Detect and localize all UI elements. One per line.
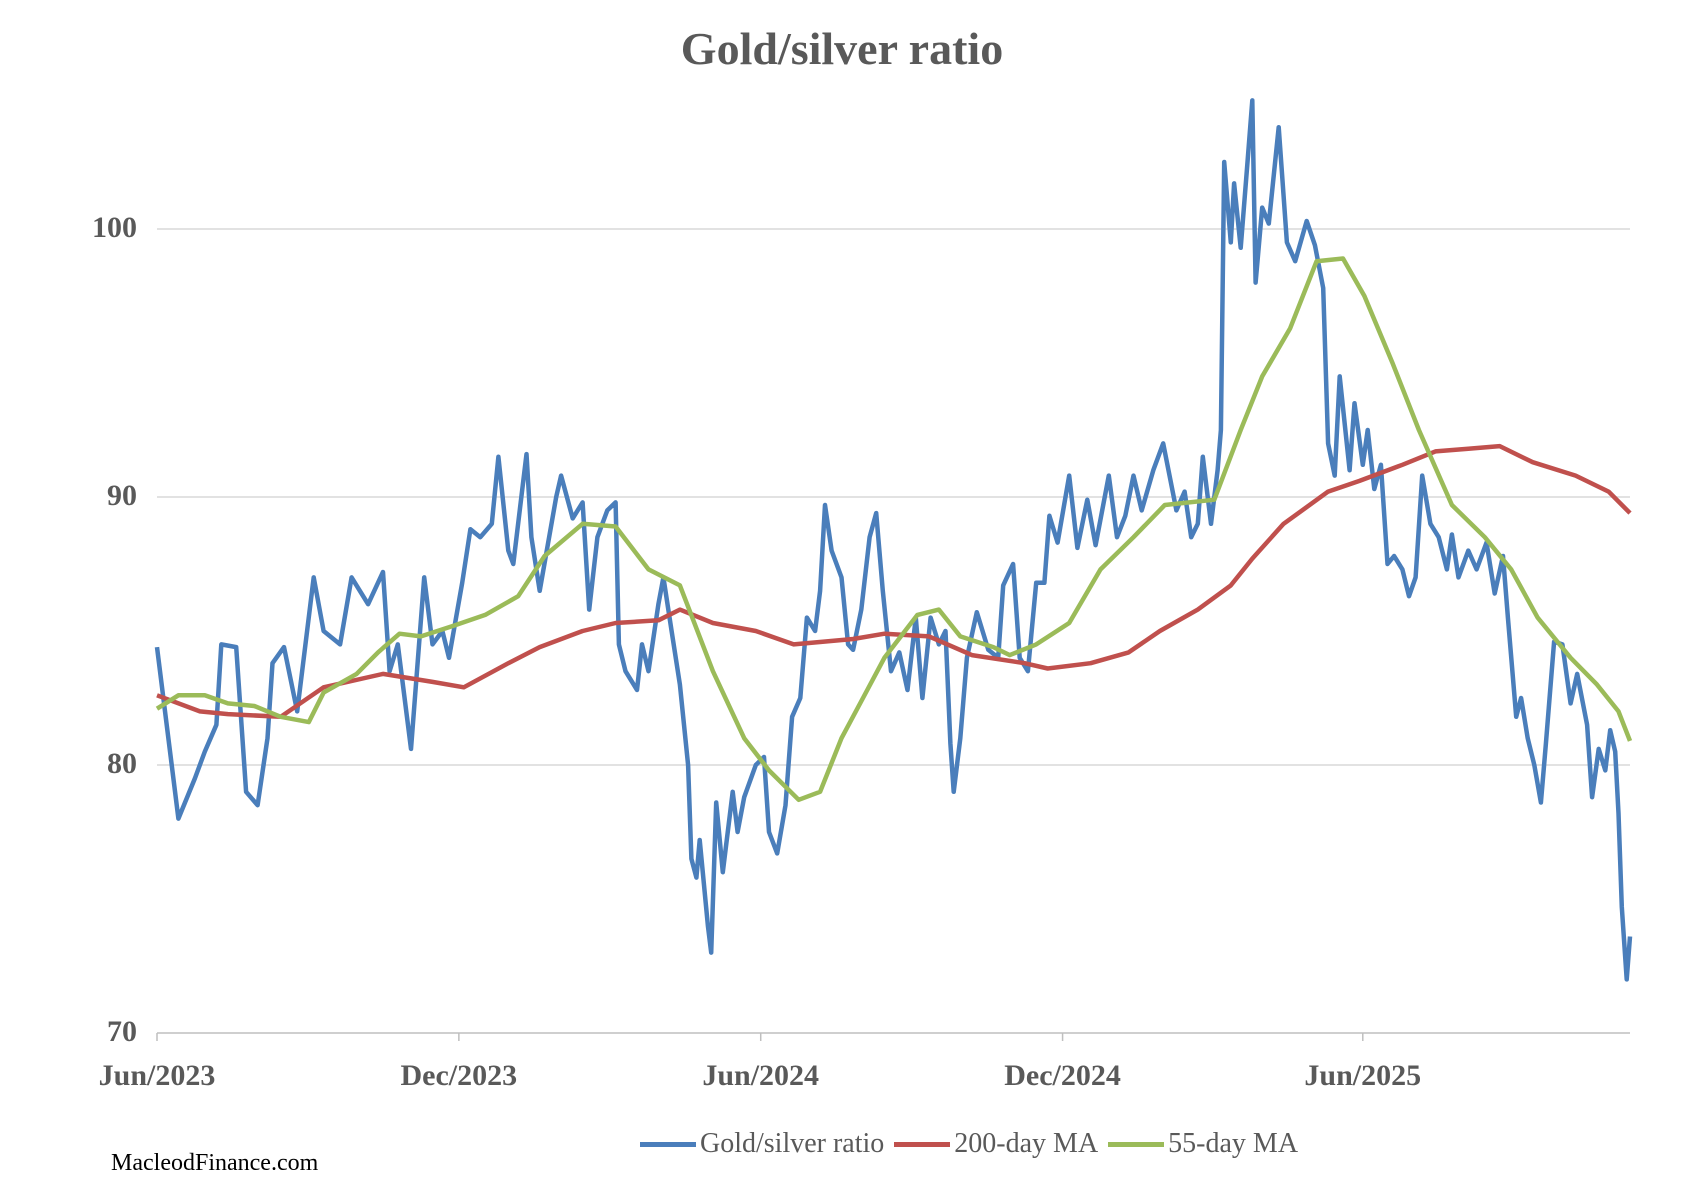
series-line-gold-silver-ratio: [154, 98, 1633, 982]
x-tick-label: Dec/2023: [400, 1059, 518, 1092]
x-axis: [156, 1032, 1630, 1041]
series-line-55-day-ma: [155, 256, 1633, 803]
watermark: MacleodFinance.com: [111, 1150, 319, 1176]
x-tick-label: Dec/2024: [1004, 1059, 1121, 1092]
y-tick-label: 90: [107, 479, 137, 512]
series-line-200-day-ma: [156, 443, 1632, 720]
legend-label: Gold/silver ratio: [700, 1128, 885, 1159]
series-lines: [154, 98, 1633, 982]
legend-swatch: [894, 1141, 951, 1147]
legend: Gold/silver ratio 200-day MA 55-day MA: [640, 1128, 1308, 1160]
legend-item: 55-day MA: [1108, 1128, 1298, 1160]
legend-item: 200-day MA: [894, 1128, 1098, 1160]
chart-title: Gold/silver ratio: [680, 23, 1004, 74]
x-tick-label: Jun/2025: [1304, 1059, 1422, 1092]
legend-label: 55-day MA: [1168, 1128, 1299, 1159]
legend-label: 200-day MA: [954, 1128, 1099, 1159]
x-tick-label: Jun/2023: [98, 1059, 216, 1092]
x-tick-label: Jun/2024: [702, 1059, 820, 1092]
y-tick-label: 100: [92, 211, 137, 244]
legend-swatch: [640, 1141, 696, 1147]
y-tick-label: 80: [107, 747, 137, 780]
legend-swatch: [1108, 1141, 1165, 1147]
legend-item: Gold/silver ratio: [640, 1128, 884, 1160]
y-tick-label: 70: [107, 1015, 137, 1048]
gridlines: [157, 228, 1630, 766]
